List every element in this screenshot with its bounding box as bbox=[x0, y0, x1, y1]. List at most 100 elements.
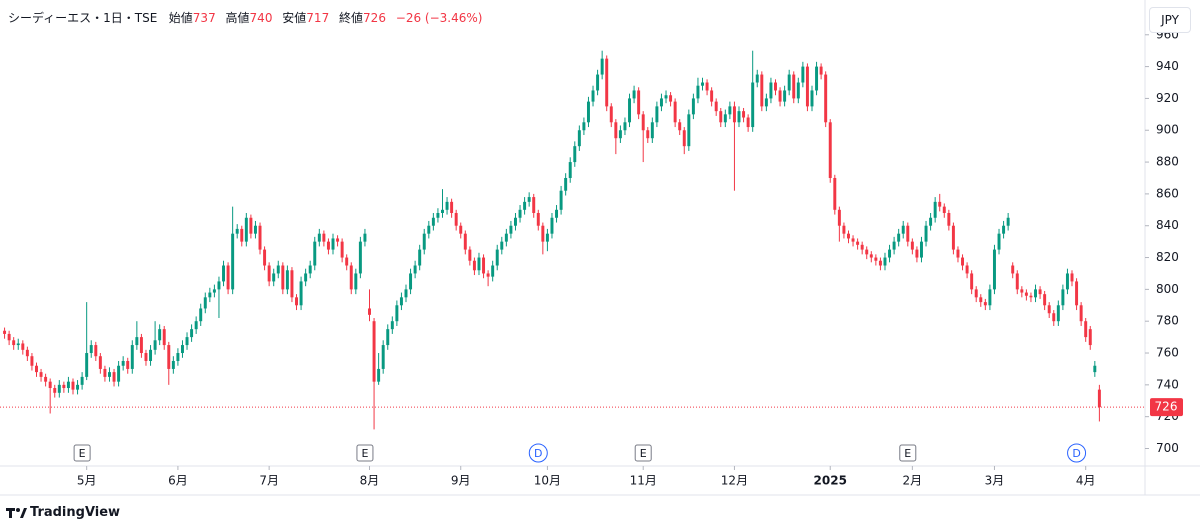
candle-body bbox=[180, 345, 184, 354]
candle-body bbox=[331, 238, 335, 250]
candle-body bbox=[66, 381, 70, 389]
y-tick-label: 740 bbox=[1156, 377, 1179, 391]
candle-body bbox=[253, 225, 257, 234]
candle-body bbox=[409, 273, 413, 290]
candle-body bbox=[235, 228, 239, 234]
candle-body bbox=[477, 257, 481, 271]
candle-body bbox=[222, 265, 226, 282]
candle-body bbox=[500, 241, 504, 250]
event-label: E bbox=[79, 447, 86, 460]
event-label: D bbox=[534, 447, 542, 460]
candle-body bbox=[555, 209, 559, 218]
low-value: 717 bbox=[306, 11, 330, 25]
candle-body bbox=[545, 233, 549, 242]
candle-body bbox=[203, 297, 207, 309]
event-marker bbox=[356, 444, 374, 462]
low-label: 安値 bbox=[282, 11, 307, 25]
candle-body bbox=[618, 130, 622, 139]
candle-body bbox=[89, 345, 93, 354]
candle-body bbox=[614, 122, 618, 139]
candle-body bbox=[764, 98, 768, 107]
candle-body bbox=[1029, 295, 1033, 298]
candle-body bbox=[1002, 225, 1006, 234]
candle-body bbox=[208, 292, 212, 298]
candle-body bbox=[1038, 289, 1042, 295]
candle-body bbox=[295, 297, 298, 306]
candle-body bbox=[1020, 289, 1024, 293]
candle-body bbox=[805, 66, 809, 107]
candle-body bbox=[550, 217, 554, 234]
candle-body bbox=[368, 308, 371, 315]
candle-body bbox=[874, 257, 878, 261]
candle-body bbox=[85, 353, 89, 377]
candle-body bbox=[938, 201, 942, 207]
candle-body bbox=[354, 273, 358, 290]
candle-body bbox=[865, 249, 869, 255]
candle-body bbox=[910, 241, 914, 250]
candle-body bbox=[21, 343, 25, 350]
candle-body bbox=[682, 130, 686, 147]
candle-body bbox=[801, 66, 805, 83]
candle-body bbox=[436, 212, 440, 218]
event-marker bbox=[528, 443, 548, 463]
candle-body bbox=[837, 209, 841, 226]
event-label: D bbox=[1072, 447, 1080, 460]
candle-body bbox=[1056, 305, 1060, 322]
candle-body bbox=[714, 101, 718, 112]
y-tick-label: 920 bbox=[1156, 91, 1179, 105]
candle-body bbox=[751, 82, 755, 128]
candle-body bbox=[112, 372, 116, 382]
y-tick-label: 820 bbox=[1156, 250, 1179, 264]
candle-body bbox=[1006, 217, 1010, 226]
candle-body bbox=[628, 98, 632, 123]
candle-body bbox=[121, 360, 125, 366]
y-tick-label: 800 bbox=[1156, 282, 1179, 296]
candle-body bbox=[655, 106, 659, 123]
candle-body bbox=[632, 90, 636, 99]
candle-body bbox=[513, 217, 517, 226]
high-value: 740 bbox=[249, 11, 273, 25]
candle-body bbox=[240, 228, 244, 242]
candle-body bbox=[769, 82, 773, 99]
candle-body bbox=[564, 177, 568, 191]
candle-body bbox=[659, 98, 663, 107]
currency-button[interactable]: JPY bbox=[1149, 7, 1191, 33]
y-tick-label: 780 bbox=[1156, 314, 1179, 328]
candle-body bbox=[126, 360, 130, 369]
candle-body bbox=[57, 384, 61, 393]
candle-body bbox=[878, 260, 882, 266]
x-tick-label: 2025 bbox=[814, 474, 847, 488]
candle-body bbox=[1047, 305, 1051, 314]
candle-body bbox=[431, 217, 435, 226]
candle-body bbox=[573, 146, 577, 163]
candle-body bbox=[62, 384, 66, 389]
candle-body bbox=[313, 241, 317, 266]
candle-body bbox=[381, 345, 385, 369]
candle-body bbox=[1052, 313, 1056, 322]
candle-body bbox=[792, 74, 796, 99]
candle-body bbox=[956, 249, 960, 258]
candle-body bbox=[1070, 273, 1074, 282]
candle-body bbox=[418, 249, 422, 266]
candle-body bbox=[951, 225, 955, 250]
candle-body bbox=[285, 270, 289, 290]
candle-body bbox=[746, 117, 750, 128]
candle-body bbox=[819, 66, 823, 75]
candle-body bbox=[226, 265, 230, 290]
candle-body bbox=[851, 238, 855, 242]
candle-body bbox=[358, 241, 362, 274]
event-marker bbox=[73, 444, 91, 462]
candle-body bbox=[1024, 292, 1028, 296]
candle-body bbox=[974, 289, 978, 298]
candle-body bbox=[760, 74, 764, 107]
candle-body bbox=[774, 82, 777, 91]
candle-body bbox=[942, 206, 946, 213]
candle-body bbox=[860, 244, 864, 250]
candle-body bbox=[158, 329, 162, 341]
x-tick-label: 9月 bbox=[451, 474, 471, 488]
candle-body bbox=[94, 345, 98, 357]
candle-body bbox=[582, 122, 586, 131]
symbol: シーディーエス・1日・TSE bbox=[8, 11, 158, 25]
candle-body bbox=[824, 74, 828, 123]
